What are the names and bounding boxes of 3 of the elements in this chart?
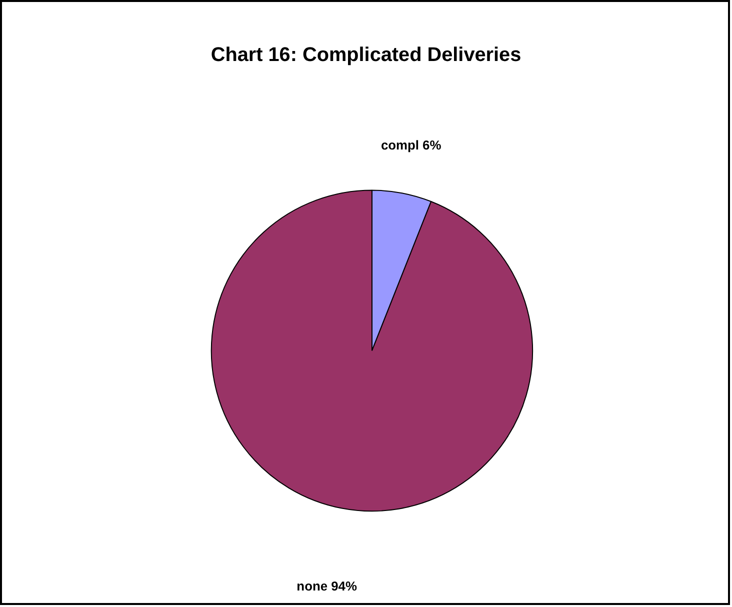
- slice-label: compl 6%: [380, 137, 442, 152]
- chart-title: Chart 16: Complicated Deliveries: [210, 44, 522, 66]
- slice-label: none 94%: [296, 578, 358, 594]
